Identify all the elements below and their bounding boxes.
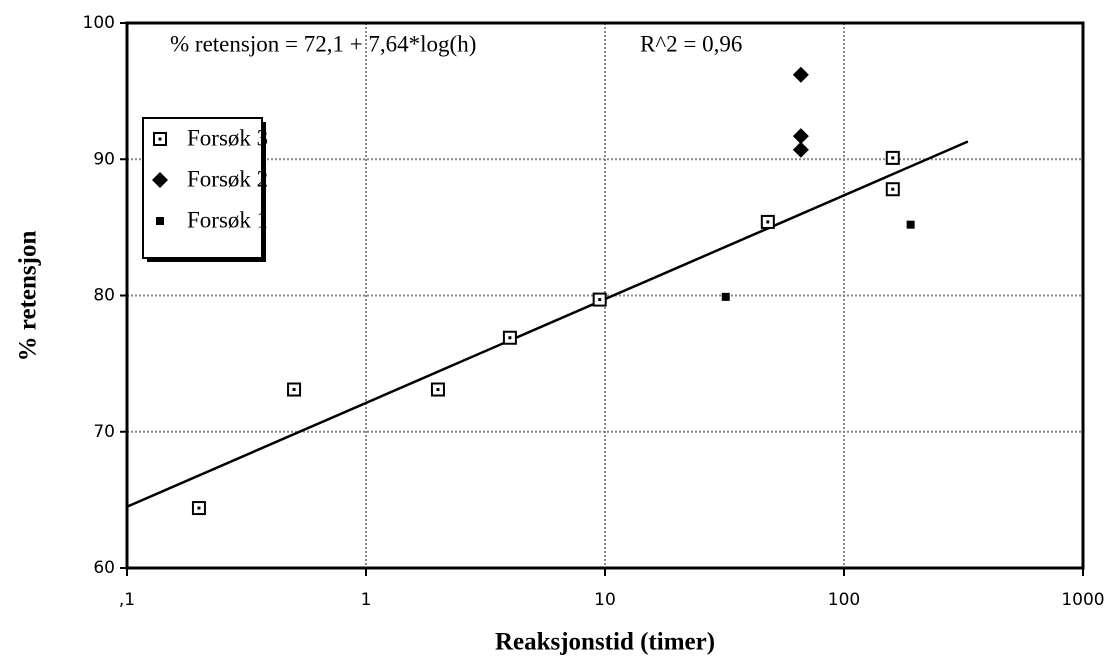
point bbox=[191, 501, 206, 516]
point-center bbox=[158, 137, 162, 141]
point bbox=[592, 292, 607, 307]
point bbox=[152, 172, 168, 188]
trend-line bbox=[126, 140, 969, 508]
point bbox=[721, 292, 730, 301]
point-center bbox=[891, 156, 895, 160]
legend-shadow bbox=[262, 122, 266, 262]
x-tick-label: 1000 bbox=[1061, 590, 1104, 610]
point bbox=[760, 214, 775, 229]
point-center bbox=[197, 506, 201, 510]
legend-label: Forsøk 2 bbox=[187, 166, 268, 191]
equation: % retensjon = 72,1 + 7,64*log(h) bbox=[170, 31, 476, 56]
point bbox=[792, 66, 809, 83]
point bbox=[885, 150, 900, 165]
point-center bbox=[508, 336, 512, 340]
point bbox=[156, 217, 164, 225]
legend-shadow bbox=[147, 258, 266, 262]
point-center bbox=[598, 298, 602, 302]
y-axis-title: % retensjon bbox=[15, 231, 42, 362]
y-tick-label: 80 bbox=[93, 286, 115, 306]
x-axis-title: Reaksjonstid (timer) bbox=[495, 629, 715, 656]
point bbox=[792, 128, 809, 145]
x-tick-label: 10 bbox=[594, 590, 616, 610]
legend-label: Forsøk 1 bbox=[187, 207, 268, 232]
plot-frame bbox=[125, 21, 1085, 570]
point bbox=[792, 141, 809, 158]
point bbox=[885, 182, 900, 197]
point bbox=[906, 220, 915, 229]
point bbox=[153, 132, 167, 146]
point-center bbox=[766, 220, 770, 224]
point bbox=[287, 382, 302, 397]
point-center bbox=[436, 388, 440, 392]
r-squared: R^2 = 0,96 bbox=[640, 31, 742, 56]
x-tick-label: 100 bbox=[828, 590, 860, 610]
y-tick-label: 90 bbox=[93, 149, 115, 169]
point-center bbox=[292, 388, 296, 392]
point-center bbox=[891, 187, 895, 191]
x-tick-label: ,1 bbox=[119, 590, 135, 610]
point bbox=[430, 382, 445, 397]
point bbox=[502, 330, 517, 345]
y-tick-label: 100 bbox=[83, 13, 115, 33]
legend-label: Forsøk 3 bbox=[187, 125, 268, 150]
y-tick-label: 60 bbox=[93, 558, 115, 578]
x-tick-label: 1 bbox=[361, 590, 372, 610]
y-tick-label: 70 bbox=[93, 422, 115, 442]
